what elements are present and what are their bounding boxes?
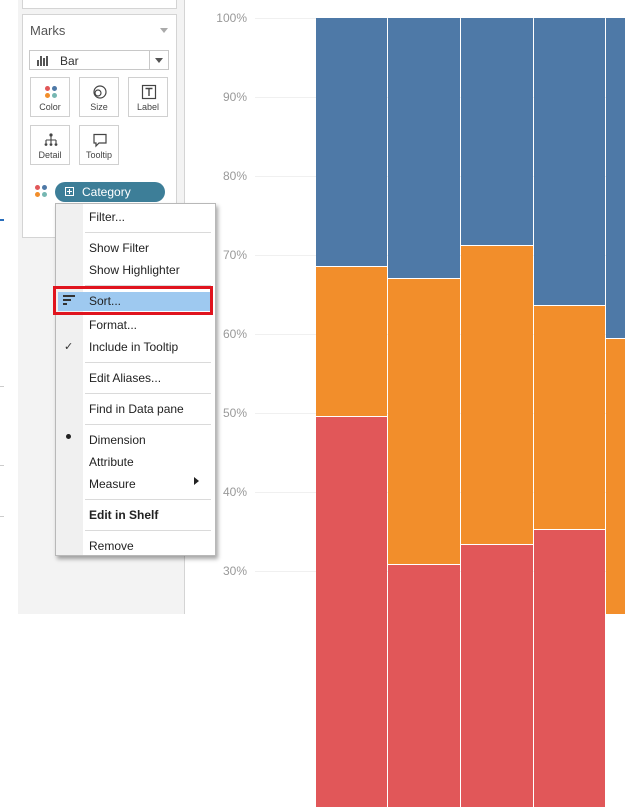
menu-item-remove[interactable]: Remove bbox=[89, 539, 134, 553]
menu-separator bbox=[85, 530, 211, 531]
color-label: Color bbox=[39, 102, 61, 112]
menu-item-edit-in-shelf[interactable]: Edit in Shelf bbox=[89, 508, 159, 522]
y-tick-label: 50% bbox=[222, 406, 247, 420]
bar-segment[interactable] bbox=[606, 18, 625, 338]
selected-bullet-icon bbox=[66, 434, 71, 439]
menu-highlight bbox=[58, 292, 210, 311]
menu-item-show-filter[interactable]: Show Filter bbox=[89, 241, 150, 255]
menu-separator bbox=[85, 362, 211, 363]
detail-label: Detail bbox=[38, 150, 62, 160]
menu-item-show-highlighter[interactable]: Show Highlighter bbox=[89, 263, 180, 277]
tooltip-button[interactable]: Tooltip bbox=[79, 125, 119, 165]
menu-separator bbox=[85, 499, 211, 500]
menu-item-include-in-tooltip[interactable]: Include in Tooltip bbox=[89, 340, 179, 354]
mark-type-select[interactable]: Bar bbox=[29, 50, 169, 70]
size-button[interactable]: Size bbox=[79, 77, 119, 117]
bar-segment[interactable] bbox=[534, 530, 605, 807]
edge-tick bbox=[0, 386, 4, 387]
stacked-bar-chart: 100% 90% 80% 70% 60% 50% 40% 30% bbox=[185, 0, 625, 807]
bar-segment[interactable] bbox=[461, 18, 533, 245]
filters-card bbox=[22, 0, 177, 9]
chevron-down-icon[interactable] bbox=[149, 51, 168, 69]
bar-segment[interactable] bbox=[534, 18, 605, 305]
menu-item-format[interactable]: Format... bbox=[89, 318, 138, 332]
bar-segment[interactable] bbox=[316, 18, 387, 266]
edge-indicator bbox=[0, 219, 4, 221]
bar-segment[interactable] bbox=[388, 565, 460, 807]
menu-icon-gutter bbox=[56, 204, 83, 555]
bar-segment[interactable] bbox=[388, 18, 460, 278]
menu-item-measure[interactable]: Measure bbox=[89, 477, 136, 491]
left-panel-edge bbox=[0, 0, 19, 614]
text-label-icon bbox=[141, 84, 157, 100]
mark-type-value: Bar bbox=[60, 54, 79, 68]
menu-item-dimension[interactable]: Dimension bbox=[89, 433, 146, 447]
size-label: Size bbox=[90, 102, 108, 112]
tooltip-label: Tooltip bbox=[85, 150, 112, 160]
size-icon bbox=[93, 85, 107, 99]
color-icon bbox=[43, 84, 59, 100]
bar-segment[interactable] bbox=[316, 267, 387, 416]
detail-button[interactable]: Detail bbox=[30, 125, 70, 165]
bar-chart-icon bbox=[37, 56, 49, 66]
menu-separator bbox=[85, 424, 211, 425]
y-tick-label: 100% bbox=[216, 11, 247, 25]
menu-separator bbox=[85, 393, 211, 394]
submenu-arrow-icon bbox=[194, 477, 199, 485]
menu-separator bbox=[85, 285, 211, 286]
bar-segment[interactable] bbox=[388, 279, 460, 564]
y-tick-label: 30% bbox=[222, 564, 247, 578]
bar-segment[interactable] bbox=[461, 246, 533, 544]
edge-tick bbox=[0, 465, 4, 466]
y-tick-label: 80% bbox=[222, 169, 247, 183]
checkmark-icon: ✓ bbox=[64, 341, 74, 353]
menu-separator bbox=[85, 232, 211, 233]
marks-card-menu-icon[interactable] bbox=[160, 28, 168, 33]
sort-callout-frame bbox=[53, 286, 213, 315]
menu-item-filter[interactable]: Filter... bbox=[89, 210, 126, 224]
menu-item-attribute[interactable]: Attribute bbox=[89, 455, 134, 469]
marks-title: Marks bbox=[30, 23, 66, 38]
pill-context-menu: Filter... Show Filter Show Highlighter S… bbox=[55, 203, 216, 556]
y-tick-label: 70% bbox=[222, 248, 247, 262]
category-pill[interactable]: Category bbox=[55, 182, 165, 202]
bar-segment[interactable] bbox=[461, 545, 533, 807]
color-button[interactable]: Color bbox=[30, 77, 70, 117]
menu-item-find-in-data-pane[interactable]: Find in Data pane bbox=[89, 402, 184, 416]
y-tick-label: 90% bbox=[222, 90, 247, 104]
y-tick-label: 40% bbox=[222, 485, 247, 499]
menu-item-sort[interactable]: Sort... bbox=[89, 294, 122, 308]
label-button[interactable]: Label bbox=[128, 77, 168, 117]
expand-plus-icon[interactable] bbox=[65, 187, 74, 196]
detail-icon bbox=[44, 133, 58, 146]
y-tick-label: 60% bbox=[222, 327, 247, 341]
bar-segment[interactable] bbox=[316, 417, 387, 807]
edge-tick bbox=[0, 516, 4, 517]
label-label: Label bbox=[136, 102, 160, 112]
bar-segment[interactable] bbox=[606, 339, 625, 614]
category-pill-label: Category bbox=[82, 185, 131, 199]
menu-item-edit-aliases[interactable]: Edit Aliases... bbox=[89, 371, 162, 385]
bar-segment[interactable] bbox=[534, 306, 605, 529]
sort-icon bbox=[63, 295, 75, 305]
tooltip-icon bbox=[93, 133, 107, 148]
